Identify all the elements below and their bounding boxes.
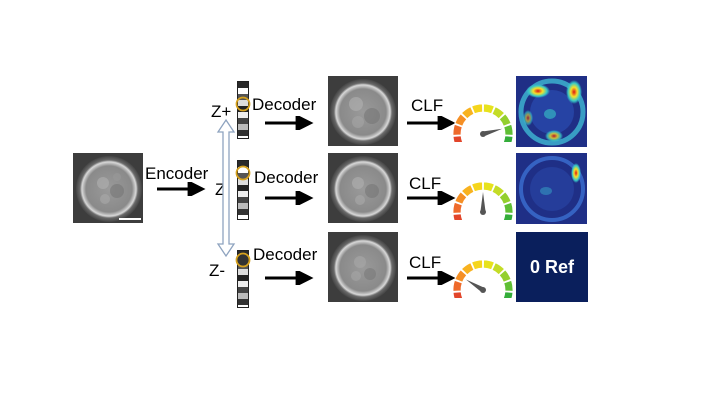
decoded-embryo-z-plus — [328, 76, 398, 146]
latent-vector-z — [237, 160, 249, 220]
gauge-segment — [454, 269, 468, 283]
clf-label: CLF — [409, 174, 442, 193]
gauge-segment — [491, 106, 506, 120]
gauge-needle — [480, 192, 486, 212]
decoded-embryo-z — [328, 153, 398, 223]
gauge-segment — [460, 262, 475, 276]
latent-highlight-ring — [235, 252, 251, 268]
gauge-segment — [471, 181, 483, 193]
latent-shift-double-arrow — [216, 118, 236, 258]
gauge-segment — [498, 269, 512, 283]
decoder-arrow — [265, 116, 314, 130]
clf-arrow — [407, 116, 456, 130]
z-minus-label: Z- — [209, 261, 226, 280]
decoder-arrow — [265, 271, 314, 285]
gauge-segment — [498, 113, 512, 127]
gauge-segment — [503, 291, 514, 298]
gauge-segment — [483, 259, 495, 271]
gauge-segment — [452, 123, 463, 136]
latent-highlight-ring — [235, 96, 251, 112]
encoder-label: Encoder — [145, 164, 209, 183]
gauge-segment — [503, 213, 514, 220]
gauge-segment — [491, 184, 506, 198]
z-plus-label: Z+ — [211, 102, 232, 121]
gauge-segment — [460, 106, 475, 120]
gauge-segment — [503, 135, 514, 142]
clf-arrow — [407, 191, 456, 205]
clf-label: CLF — [409, 253, 442, 272]
clf-arrow — [407, 271, 456, 285]
gauge-segment — [471, 259, 483, 271]
decoder-arrow — [265, 191, 314, 205]
gauge-segment — [460, 184, 475, 198]
gauge-segment — [454, 113, 468, 127]
gauge-hub — [480, 209, 486, 215]
gauge-segment — [452, 201, 463, 214]
classifier-gauge-z — [452, 181, 514, 220]
attribution-heatmap-z-plus — [516, 76, 587, 147]
gauge-segment — [483, 181, 495, 193]
gauge-segment — [454, 191, 468, 205]
gauge-segment — [452, 213, 463, 220]
gauge-segment — [491, 262, 506, 276]
gauge-segment — [503, 201, 514, 214]
classifier-gauge-z-minus — [452, 259, 514, 298]
input-embryo-image — [73, 153, 143, 223]
gauge-hub — [480, 131, 486, 137]
gauge-segment — [498, 191, 512, 205]
encoder-arrow — [157, 182, 206, 196]
decoder-label: Decoder — [254, 168, 319, 187]
gauge-segment — [503, 279, 514, 292]
latent-highlight-ring — [235, 165, 251, 181]
clf-label: CLF — [411, 96, 444, 115]
z-label: Z — [215, 180, 226, 199]
classifier-gauge-z-plus — [452, 103, 514, 142]
gauge-needle — [465, 279, 485, 293]
gauge-segment — [503, 123, 514, 136]
decoder-label: Decoder — [252, 95, 317, 114]
gauge-hub — [480, 287, 486, 293]
attribution-heatmap-z — [516, 153, 587, 224]
gauge-segment — [452, 291, 463, 298]
gauge-segment — [452, 279, 463, 292]
gauge-segment — [471, 103, 483, 115]
gauge-segment — [452, 135, 463, 142]
decoded-embryo-z-minus — [328, 232, 398, 302]
decoder-label: Decoder — [253, 245, 318, 264]
gauge-segment — [483, 103, 495, 115]
gauge-needle — [482, 128, 503, 137]
reference-box: 0 Ref — [516, 232, 588, 302]
